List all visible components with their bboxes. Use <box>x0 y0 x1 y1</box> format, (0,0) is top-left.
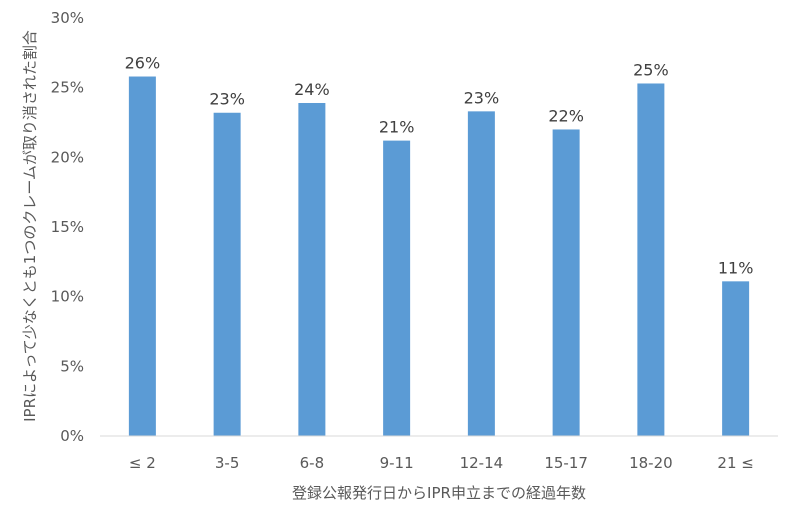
bar-data-label: 25% <box>633 60 669 79</box>
bars <box>128 76 750 437</box>
bar-data-label: 23% <box>209 90 245 109</box>
x-tick-label: ≤ 2 <box>129 454 156 472</box>
bar-data-label: 11% <box>718 258 754 277</box>
x-axis-title: 登録公報発行日からIPR申立までの経過年数 <box>292 484 586 502</box>
x-tick-label: 18-20 <box>629 454 673 472</box>
bar <box>637 83 665 436</box>
x-tick-label: 21 ≤ <box>717 454 753 472</box>
x-tick-label: 12-14 <box>460 454 504 472</box>
y-tick-label: 30% <box>51 9 84 27</box>
y-tick-label: 25% <box>51 79 84 97</box>
bar-data-label: 22% <box>548 106 584 125</box>
y-tick-label: 15% <box>51 218 84 236</box>
bar <box>128 76 156 437</box>
bar <box>722 281 750 436</box>
bar <box>383 140 411 436</box>
y-tick-label: 20% <box>51 148 84 166</box>
bar-data-label: 26% <box>125 54 161 73</box>
x-tick-label: 6-8 <box>300 454 325 472</box>
y-tick-label: 10% <box>51 288 84 306</box>
x-axis-tick-labels: ≤ 2 3-5 6-8 9-11 12-14 15-17 18-20 21 ≤ <box>129 454 754 472</box>
x-tick-label: 15-17 <box>544 454 588 472</box>
x-tick-label: 3-5 <box>215 454 240 472</box>
y-tick-label: 0% <box>60 427 84 445</box>
y-axis-title: IPRによって少なくとも1つのクレームが取り消された割合 <box>21 30 39 422</box>
y-axis-tick-labels: 0% 5% 10% 15% 20% 25% 30% <box>51 9 84 445</box>
bar-data-label: 24% <box>294 80 330 99</box>
bar <box>213 112 241 436</box>
bar-data-label: 21% <box>379 118 415 137</box>
bar <box>298 102 326 436</box>
y-tick-label: 5% <box>60 357 84 375</box>
bar <box>552 129 580 436</box>
x-tick-label: 9-11 <box>380 454 414 472</box>
bar <box>467 111 495 436</box>
data-labels: 26% 23% 24% 21% 23% 22% 25% 11% <box>125 54 754 278</box>
bar-data-label: 23% <box>464 88 500 107</box>
